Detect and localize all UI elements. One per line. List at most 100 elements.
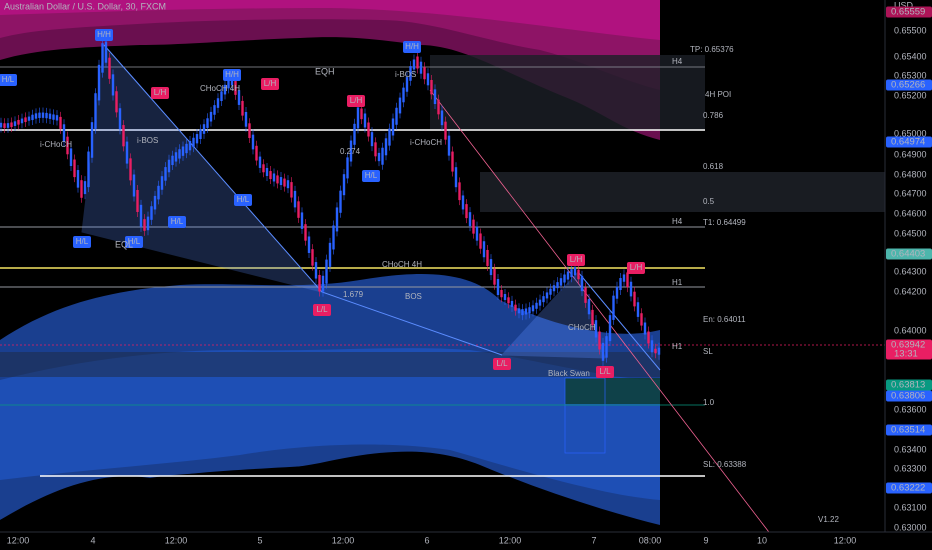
candle [409,66,412,81]
swing-label: L/H [154,88,167,97]
price-tag-text: 0.63806 [891,391,925,402]
candle [118,108,122,130]
time-label: 5 [257,535,262,545]
candle [269,171,272,180]
candle [356,107,360,129]
annotation: 0.5 [703,197,715,206]
candle [335,207,339,232]
annotation: i-BOS [137,136,158,145]
swing-label: H/H [405,42,419,51]
annotation: H4 [672,57,683,66]
price-tag [886,390,932,402]
candle [286,180,290,189]
candle [454,167,458,188]
candle [237,90,241,105]
candle [38,112,41,118]
candle [185,143,188,154]
candle [605,336,608,358]
price-tag [886,248,932,260]
annotation: H4 [672,217,683,226]
candle [528,307,531,314]
candle [468,212,472,227]
candle [160,176,164,190]
candle [255,145,258,161]
price-label: 0.63400 [894,444,927,454]
swing-label: H/L [237,195,250,204]
swing-label: H/L [76,237,89,246]
swing-badge [627,262,645,274]
trend-line [429,89,776,541]
price-tag-text: 0.64403 [891,249,925,260]
swing-label: L/H [350,96,363,105]
candle [458,182,461,201]
annotation: SL: 0.63388 [703,460,747,469]
candle [139,204,143,227]
candle [339,190,342,213]
candle [346,157,349,179]
price-tag-text: 0.65559 [891,7,925,18]
time-label: 12:00 [165,535,188,545]
annotation: i-CHoCH [40,140,72,149]
price-label: 0.64700 [894,188,927,198]
candle [377,152,381,162]
swing-badge [347,95,365,107]
swing-label: L/H [570,255,583,264]
annotation: i-BOS [395,70,416,79]
price-tag-text: 0.63222 [891,483,925,494]
candle [3,123,6,128]
candle [535,302,538,309]
candle [230,78,234,86]
candle [503,294,507,301]
price-tag [886,424,932,436]
annotation: V1.22 [818,515,839,524]
candle [80,180,83,198]
candle [206,118,209,128]
candle [545,292,549,299]
candle [615,286,619,299]
candle [437,99,440,115]
candle [31,114,34,121]
candle [524,308,528,315]
time-label: 12:00 [499,535,522,545]
candle [360,108,363,120]
swing-badge [168,216,186,228]
swing-label: H/L [128,237,141,246]
candle [111,74,115,96]
candle [475,226,479,241]
candle [531,305,535,312]
candle [430,80,433,95]
candle [517,308,521,314]
price-label: 0.65400 [894,51,927,61]
time-label: 4 [90,535,95,545]
candle [461,195,465,210]
candle [73,159,76,178]
candle [542,296,545,303]
price-label: 0.63100 [894,502,927,512]
candle [493,268,496,285]
candle [304,224,307,241]
candle [311,249,314,266]
currency: USD [894,0,914,10]
candle [577,269,580,280]
candle [174,152,178,162]
candles [0,36,661,366]
candle [391,118,395,136]
candle [293,190,297,208]
annotation: CHoCH [568,323,596,332]
swing-badge [234,194,252,206]
candle [363,113,367,128]
candle [388,128,391,146]
swing-label: L/L [599,367,611,376]
candle [549,288,552,295]
annotation: En: 0.64011 [703,315,746,324]
price-label: 0.64000 [894,325,927,335]
candle [640,313,643,326]
candle [181,146,185,156]
candle [447,135,451,156]
price-tag [886,339,932,360]
candle [90,122,94,158]
candle [101,43,104,73]
candle [94,93,97,129]
swing-badge [73,236,91,248]
entry-zone [0,352,660,377]
